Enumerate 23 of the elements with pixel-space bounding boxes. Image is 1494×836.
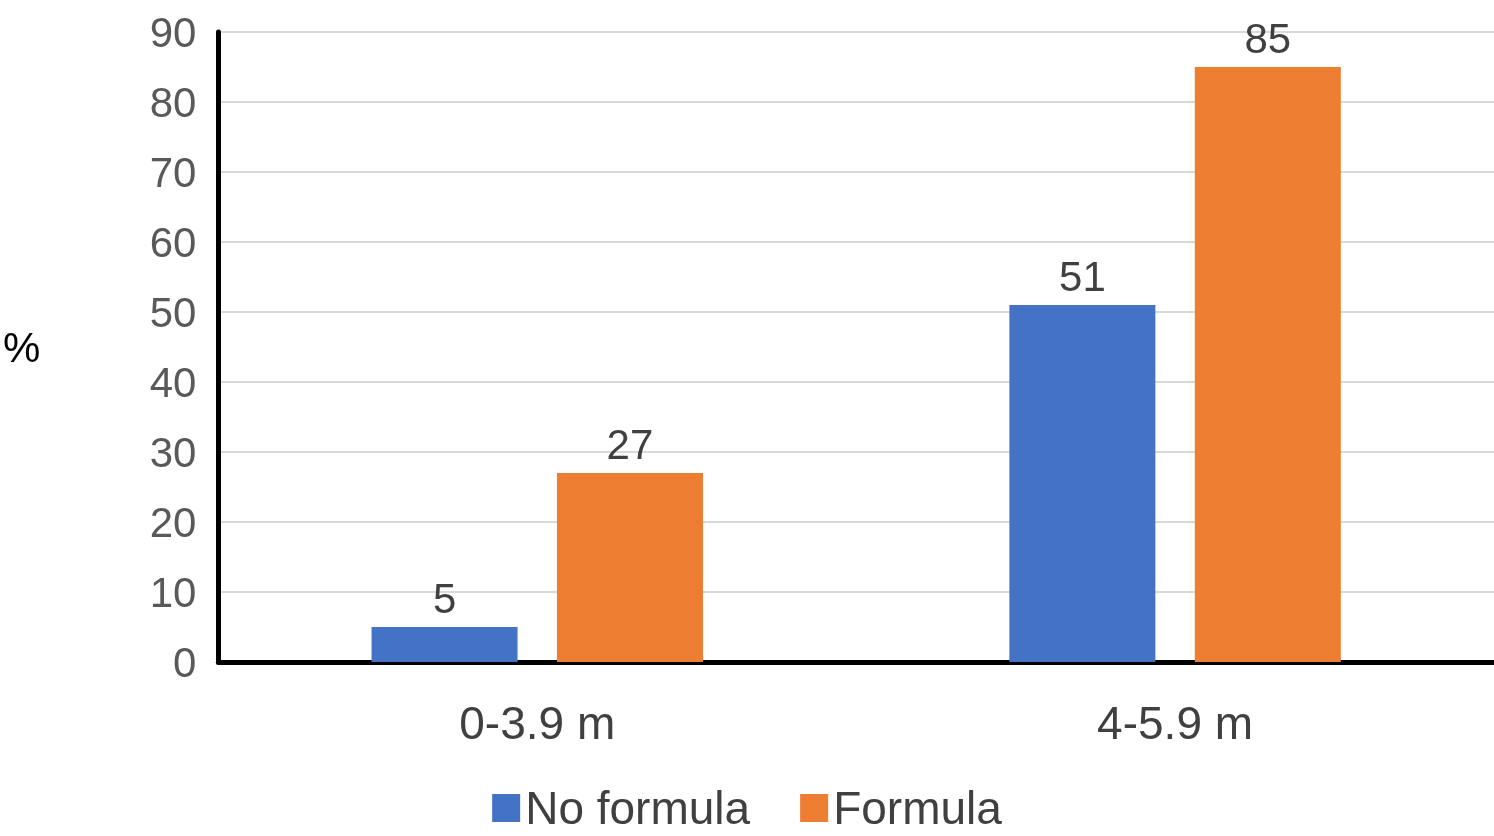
y-tick-label: 50 bbox=[149, 288, 197, 336]
x-tick-label: 0-3.9 m bbox=[459, 697, 616, 749]
data-label: 85 bbox=[1244, 14, 1292, 62]
data-label: 5 bbox=[432, 574, 457, 622]
y-tick-label: 60 bbox=[149, 218, 197, 266]
legend-label: Formula bbox=[833, 782, 1003, 834]
y-tick-label: 0 bbox=[172, 638, 197, 686]
y-tick-label: 80 bbox=[149, 78, 197, 126]
y-tick-label: 90 bbox=[149, 8, 197, 56]
y-tick-label: 40 bbox=[149, 358, 197, 406]
bar bbox=[371, 627, 518, 662]
legend-label: No formula bbox=[525, 782, 751, 834]
bar bbox=[556, 473, 703, 662]
y-tick-label: 70 bbox=[149, 148, 197, 196]
y-tick-label: 20 bbox=[149, 498, 197, 546]
y-tick-label: 30 bbox=[149, 428, 197, 476]
bar bbox=[1194, 67, 1341, 662]
data-label: 27 bbox=[606, 420, 654, 468]
x-tick-label: 4-5.9 m bbox=[1097, 697, 1254, 749]
y-axis-title: % bbox=[2, 323, 41, 371]
bar bbox=[1009, 305, 1156, 662]
data-label: 51 bbox=[1059, 252, 1106, 300]
y-tick-label: 10 bbox=[149, 568, 197, 616]
